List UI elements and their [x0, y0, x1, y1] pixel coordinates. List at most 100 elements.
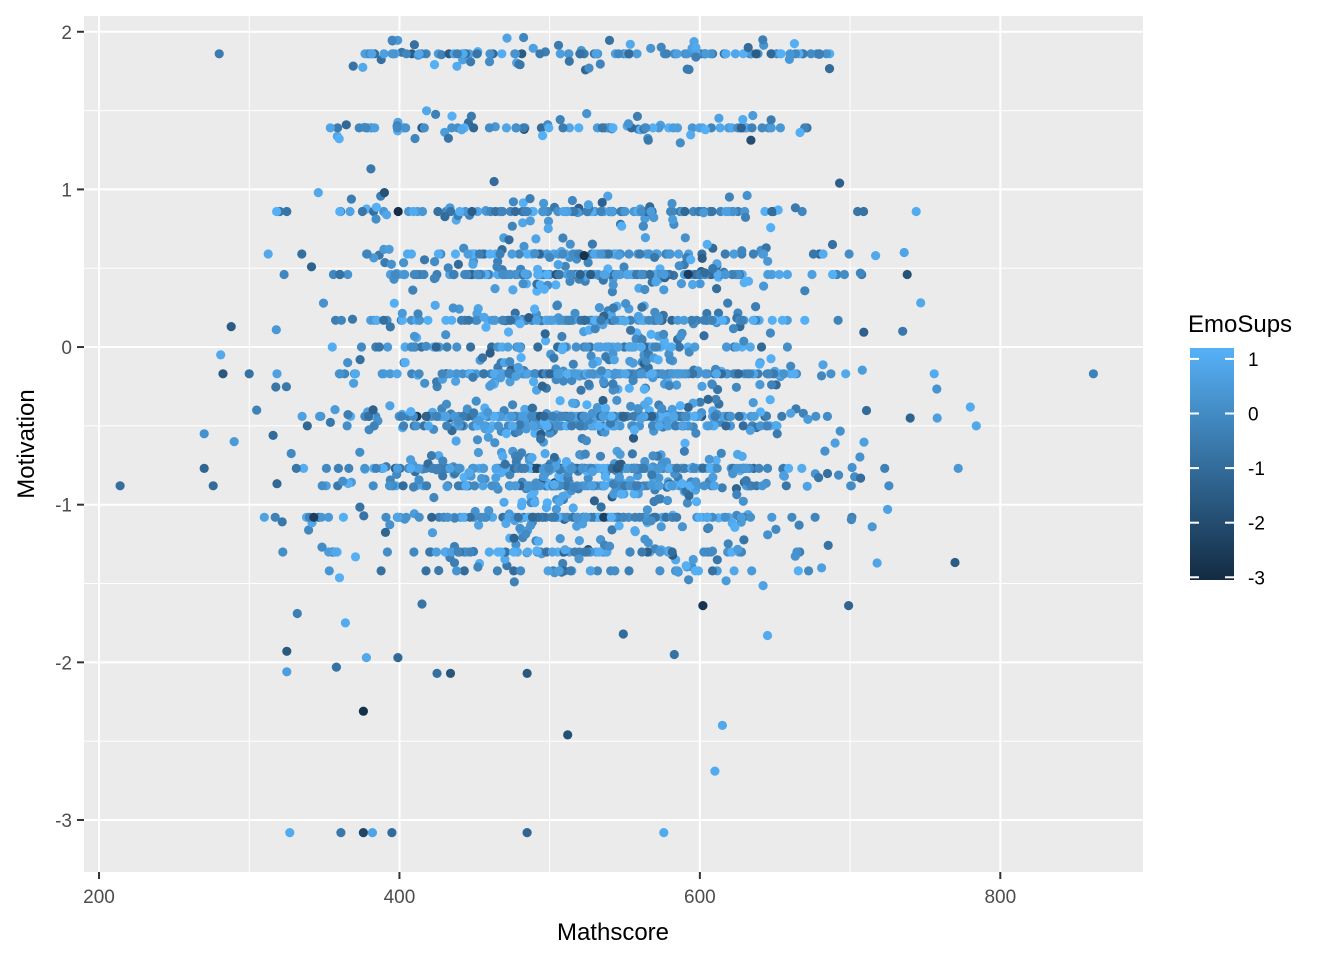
data-point — [639, 463, 649, 473]
data-point — [726, 411, 736, 421]
data-point — [421, 341, 431, 351]
data-point — [272, 369, 282, 379]
data-point — [797, 463, 807, 473]
data-point — [397, 411, 407, 421]
data-point — [711, 455, 721, 465]
data-point — [640, 284, 650, 295]
data-point — [566, 463, 577, 473]
data-point — [588, 369, 598, 379]
data-point — [451, 376, 461, 386]
data-point — [393, 206, 403, 217]
data-point — [884, 481, 894, 491]
data-point — [452, 342, 462, 352]
data-point — [833, 315, 843, 325]
data-point — [513, 342, 523, 352]
data-point — [297, 249, 307, 259]
data-point — [607, 287, 618, 297]
data-point — [522, 828, 532, 838]
data-point — [637, 302, 647, 312]
data-point — [687, 315, 697, 325]
data-point — [664, 381, 674, 391]
data-point — [628, 358, 638, 368]
data-point — [510, 49, 520, 59]
data-point — [720, 512, 730, 522]
data-point — [748, 315, 758, 325]
data-point — [793, 566, 803, 576]
data-point — [618, 411, 628, 421]
data-point — [614, 250, 624, 260]
data-point — [434, 565, 444, 576]
data-point — [487, 481, 497, 491]
data-point — [464, 315, 474, 325]
data-point — [411, 421, 421, 431]
data-point — [807, 269, 817, 280]
data-point — [421, 411, 431, 421]
data-point — [361, 653, 371, 663]
data-point — [349, 378, 359, 388]
data-point — [751, 49, 761, 59]
data-point — [757, 481, 767, 491]
data-point — [667, 198, 677, 209]
data-point — [662, 495, 673, 506]
data-point — [542, 269, 552, 280]
data-point — [364, 411, 374, 421]
data-point — [496, 373, 506, 383]
data-point — [385, 520, 395, 530]
data-point — [771, 524, 781, 535]
data-point — [622, 463, 632, 473]
data-point — [609, 355, 619, 365]
data-point — [629, 342, 639, 352]
data-point — [369, 421, 379, 431]
data-point — [587, 408, 598, 418]
data-point — [530, 304, 540, 314]
data-point — [772, 421, 782, 431]
data-point — [817, 563, 827, 573]
data-point — [540, 449, 550, 459]
data-point — [749, 411, 759, 421]
data-point — [555, 396, 565, 406]
data-point — [543, 223, 553, 234]
y-tick-label: 1 — [61, 180, 72, 201]
data-point — [608, 280, 618, 290]
data-point — [452, 61, 462, 71]
data-point — [668, 214, 678, 225]
data-point — [539, 198, 549, 208]
data-point — [691, 477, 701, 487]
data-point — [680, 411, 690, 421]
data-point — [835, 178, 845, 188]
data-point — [523, 547, 533, 557]
data-point — [694, 512, 704, 522]
data-point — [810, 512, 820, 522]
data-point — [646, 516, 656, 526]
data-point — [366, 164, 376, 174]
data-point — [814, 473, 824, 483]
data-point — [625, 481, 635, 491]
data-point — [760, 206, 770, 217]
data-point — [567, 195, 578, 206]
data-point — [599, 269, 609, 280]
data-point — [638, 221, 649, 231]
data-point — [859, 206, 869, 217]
data-point — [270, 512, 280, 522]
data-point — [331, 662, 341, 672]
data-point — [733, 449, 743, 459]
data-point — [603, 249, 613, 259]
data-point — [607, 525, 617, 535]
data-point — [763, 269, 773, 280]
data-point — [360, 463, 370, 473]
data-point — [786, 361, 796, 371]
data-point — [680, 463, 690, 473]
data-point — [325, 123, 335, 133]
data-point — [672, 369, 682, 379]
data-point — [629, 425, 640, 435]
data-point — [739, 336, 749, 346]
data-point — [714, 113, 724, 123]
data-point — [767, 315, 777, 325]
data-point — [557, 345, 567, 355]
data-point — [587, 467, 598, 477]
data-point — [603, 191, 613, 201]
data-point — [679, 315, 689, 325]
data-point — [763, 256, 773, 266]
data-point — [426, 451, 437, 461]
data-point — [655, 566, 665, 576]
